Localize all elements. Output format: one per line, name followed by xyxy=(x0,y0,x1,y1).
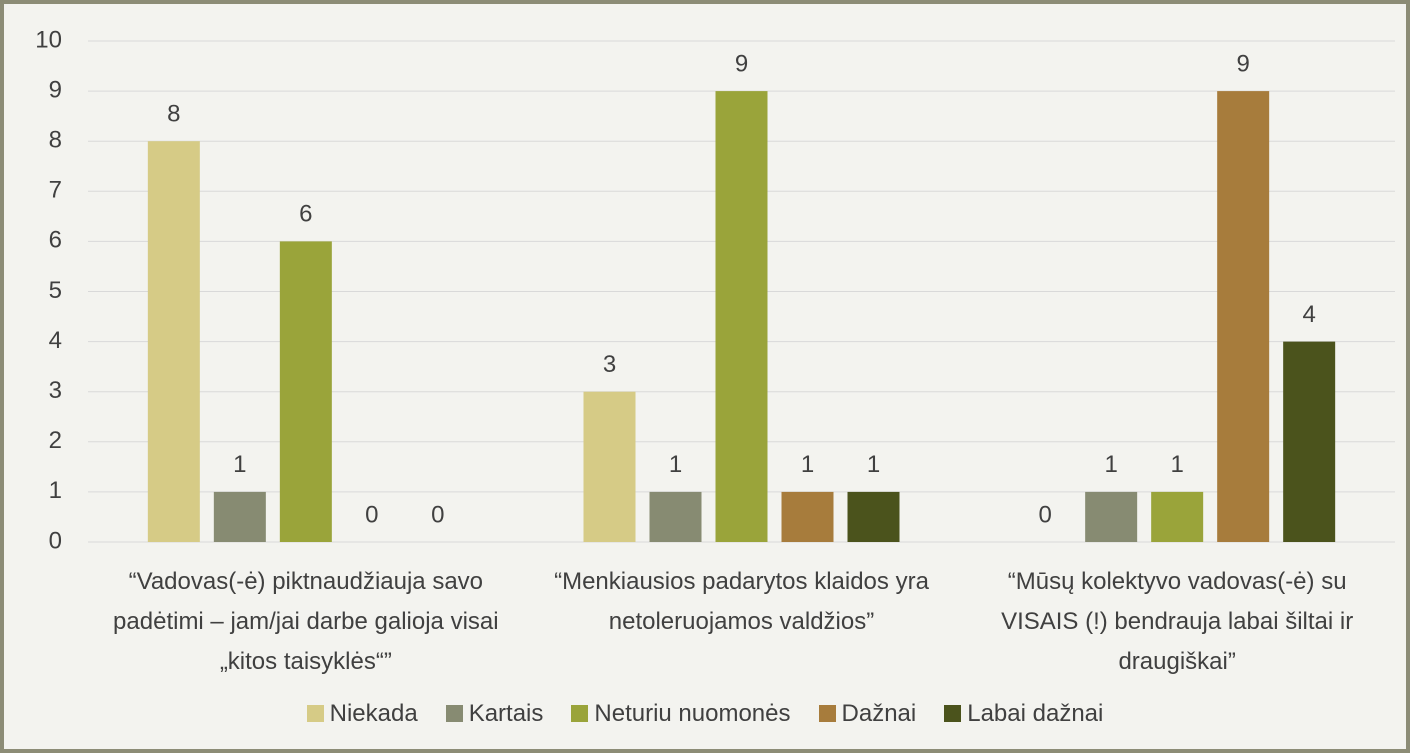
legend-item: Kartais xyxy=(445,700,544,728)
data-label: 3 xyxy=(603,351,616,378)
bar xyxy=(1151,491,1204,542)
legend-item: Neturiu nuomonės xyxy=(571,700,791,728)
legend-label: Niekada xyxy=(329,700,418,727)
data-label: 1 xyxy=(1170,451,1183,478)
bar xyxy=(649,491,702,542)
legend-label: Labai dažnai xyxy=(967,700,1104,727)
data-label: 0 xyxy=(1038,501,1051,528)
legend-swatch xyxy=(944,705,962,722)
data-label: 0 xyxy=(431,501,444,528)
bar xyxy=(279,241,332,542)
legend-item: Labai dažnai xyxy=(944,700,1103,728)
y-tick-label: 9 xyxy=(49,76,62,103)
y-tick-label: 1 xyxy=(49,477,62,504)
bar xyxy=(847,491,900,542)
y-tick-label: 2 xyxy=(49,427,62,454)
y-tick-label: 3 xyxy=(49,377,62,404)
data-label: 1 xyxy=(1104,451,1117,478)
legend-swatch xyxy=(571,705,589,722)
legend-item: Niekada xyxy=(306,700,418,728)
y-tick-label: 0 xyxy=(49,527,62,554)
x-tick-label: “Mūsų kolektyvo vadovas(-ė) su VISAIS (!… xyxy=(1001,568,1354,675)
legend-swatch xyxy=(818,705,836,722)
bar xyxy=(1217,91,1270,542)
legend-label: Dažnai xyxy=(841,700,917,727)
data-label: 0 xyxy=(365,501,378,528)
data-label: 1 xyxy=(669,451,682,478)
bar xyxy=(781,491,834,542)
x-tick-label: “Menkiausios padarytos klaidos yra netol… xyxy=(554,568,929,635)
data-label: 4 xyxy=(1302,301,1315,328)
y-tick-label: 7 xyxy=(49,177,62,204)
data-label: 1 xyxy=(233,451,246,478)
data-label: 9 xyxy=(1236,50,1249,77)
data-label: 8 xyxy=(167,101,180,128)
bar xyxy=(715,91,768,542)
legend-swatch xyxy=(445,705,463,722)
data-label: 6 xyxy=(299,201,312,228)
y-tick-label: 4 xyxy=(49,327,62,354)
bar xyxy=(583,391,636,542)
legend-swatch xyxy=(306,705,324,722)
y-tick-label: 5 xyxy=(49,277,62,304)
x-tick-label: “Vadovas(-ė) piktnaudžiauja savo padėtim… xyxy=(113,568,499,675)
data-label: 9 xyxy=(735,50,748,77)
bar xyxy=(213,491,266,542)
y-tick-label: 10 xyxy=(35,26,62,53)
bar xyxy=(1283,341,1336,542)
y-tick-label: 6 xyxy=(49,227,62,254)
y-tick-label: 8 xyxy=(49,127,62,154)
legend-label: Kartais xyxy=(468,700,544,727)
legend: Niekada Kartais Neturiu nuomonės Dažnai Laba… xyxy=(4,700,1406,728)
bar xyxy=(147,141,200,542)
legend-label: Neturiu nuomonės xyxy=(594,700,791,727)
legend-item: Dažnai xyxy=(818,700,917,728)
data-label: 1 xyxy=(801,451,814,478)
bar xyxy=(1085,491,1138,542)
data-label: 1 xyxy=(867,451,880,478)
